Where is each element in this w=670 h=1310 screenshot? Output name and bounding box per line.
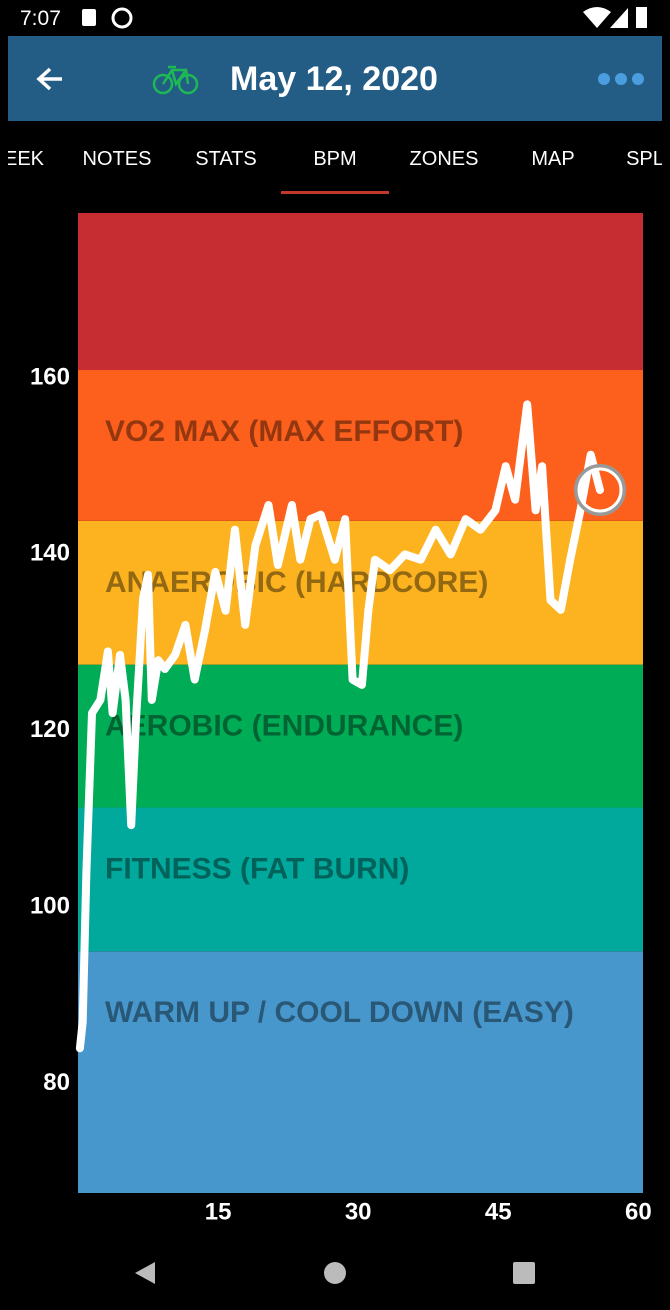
- nav-back[interactable]: [135, 1262, 155, 1284]
- zone-band: [78, 807, 643, 952]
- x-tick-label: 30: [345, 1198, 372, 1225]
- zone-label: ANAEROBIC (HARDCORE): [105, 566, 488, 599]
- clock: 7:07: [20, 7, 61, 30]
- bpm-chart: WARM UP / COOL DOWN (EASY) FITNESS (FAT B…: [30, 213, 652, 1225]
- zone-label: VO2 MAX (MAX EFFORT): [105, 415, 463, 448]
- x-tick-label: 15: [205, 1198, 232, 1225]
- x-tick-label: 45: [485, 1198, 512, 1225]
- tab-indicator: [281, 191, 389, 194]
- tab[interactable]: MAP: [531, 148, 575, 170]
- end-marker: [574, 463, 627, 516]
- y-tick-label: 160: [30, 363, 70, 390]
- tab[interactable]: EEK: [8, 148, 45, 170]
- bike-icon: [152, 65, 199, 95]
- zone-band: [78, 370, 643, 521]
- heart-rate-line: [75, 400, 604, 1053]
- tab[interactable]: SPL: [626, 148, 662, 170]
- y-tick-label: 140: [30, 540, 70, 567]
- tab[interactable]: STATS: [195, 148, 257, 170]
- status-icons: [82, 7, 647, 29]
- zone-band: [78, 951, 643, 1193]
- zone-band: [78, 213, 643, 371]
- tab-bar: EEK NOTES STATS BPM ZONES MAP SPL: [8, 121, 662, 197]
- nav-recents[interactable]: [513, 1262, 535, 1284]
- status-bar: 7:07: [0, 0, 670, 36]
- x-tick-label: 60: [625, 1198, 652, 1225]
- tab[interactable]: ZONES: [409, 148, 479, 170]
- zone-label: WARM UP / COOL DOWN (EASY): [105, 996, 574, 1029]
- back-button[interactable]: [36, 67, 62, 91]
- app-title: May 12, 2020: [230, 60, 438, 98]
- tab[interactable]: NOTES: [82, 148, 152, 170]
- app-bar: May 12, 2020: [8, 36, 662, 121]
- nav-bar: [135, 1262, 535, 1284]
- y-tick-label: 80: [43, 1069, 70, 1096]
- app-bar-icons: [36, 65, 644, 95]
- zone-label: AEROBIC (ENDURANCE): [105, 710, 463, 743]
- zone-label: FITNESS (FAT BURN): [105, 852, 409, 885]
- end-marker-inner: [577, 467, 623, 513]
- nav-home[interactable]: [324, 1262, 346, 1284]
- tab[interactable]: BPM: [313, 148, 357, 170]
- menu-button[interactable]: [598, 73, 644, 85]
- y-tick-label: 120: [30, 716, 70, 743]
- y-tick-label: 100: [30, 893, 70, 920]
